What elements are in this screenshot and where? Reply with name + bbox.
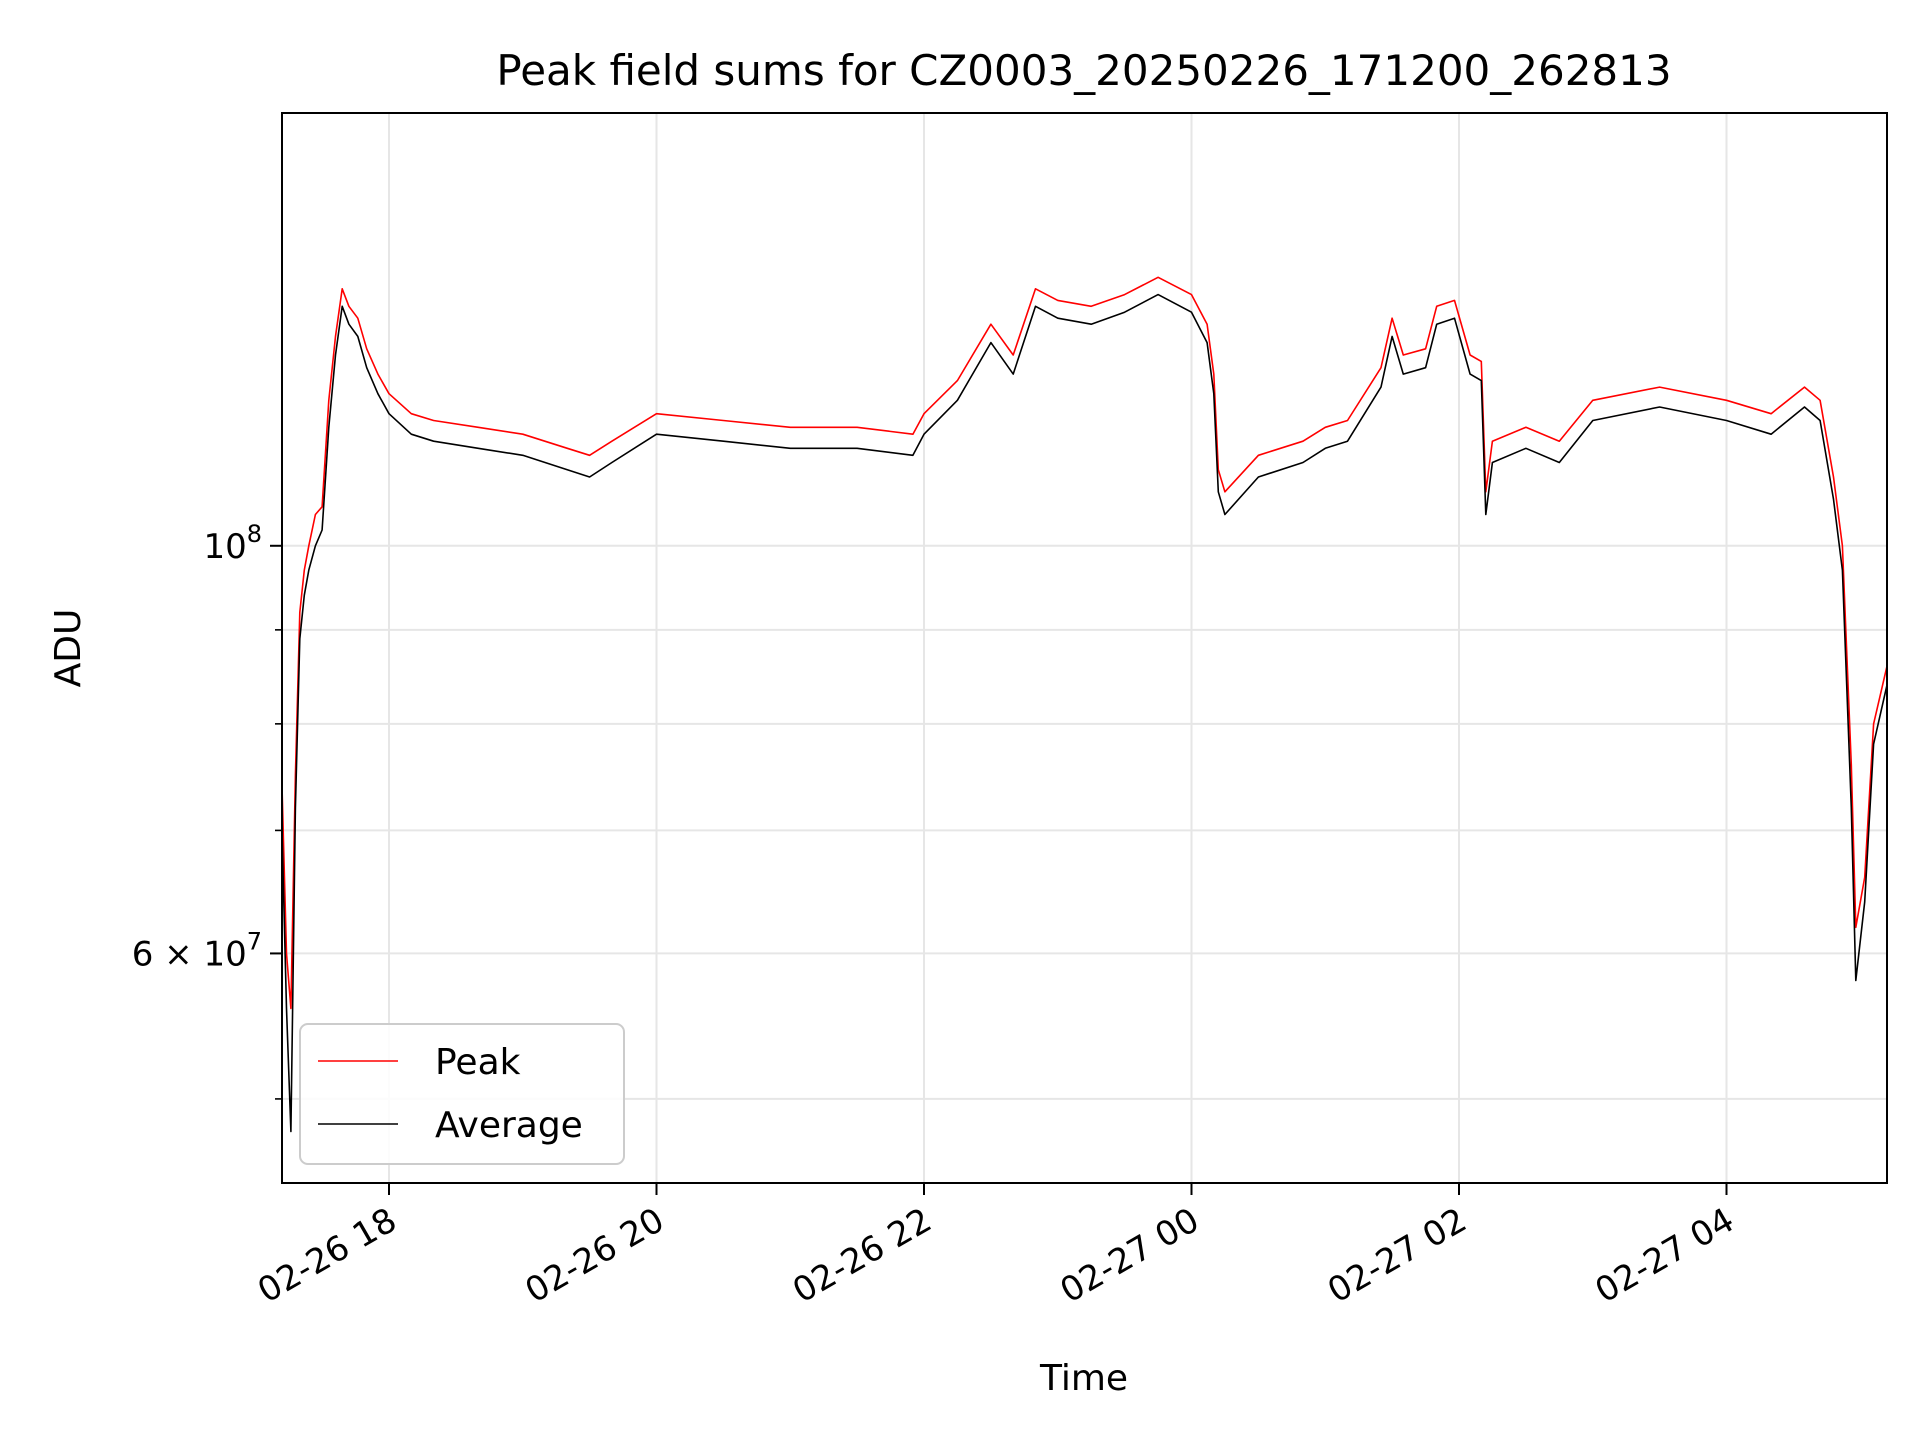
legend-label-average: Average: [435, 1105, 583, 1146]
x-axis-label: Time: [1039, 1358, 1128, 1399]
legend-label-peak: Peak: [435, 1042, 521, 1083]
legend: Peak Average: [299, 1023, 625, 1165]
y-tick-label: 6 × 107: [132, 927, 262, 974]
series-layer: [281, 276, 1888, 1133]
series-line-peak: [281, 276, 1888, 1010]
y-axis-label: ADU: [48, 609, 89, 688]
series-line-average: [281, 293, 1888, 1133]
legend-box: [299, 1023, 625, 1165]
chart-title: Peak field sums for CZ0003_20250226_1712…: [496, 46, 1671, 95]
y-tick-label: 108: [203, 520, 262, 567]
plot-frame: [281, 112, 1888, 1184]
